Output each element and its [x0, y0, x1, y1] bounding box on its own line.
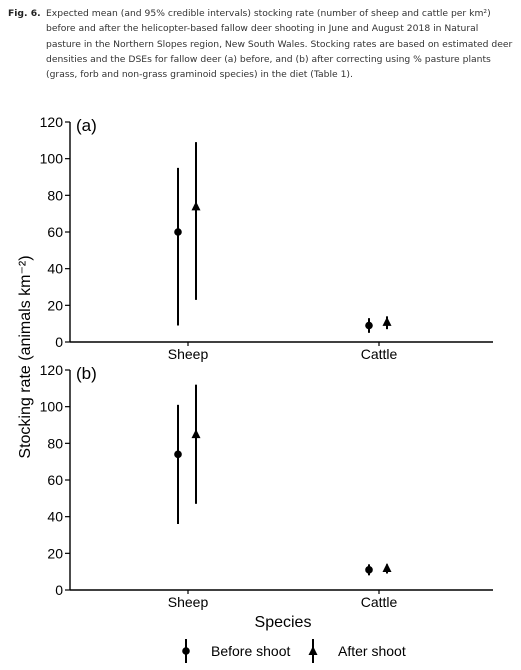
figure-caption: Fig. 6. Expected mean (and 95% credible … [8, 6, 513, 82]
legend-marker-after [308, 646, 318, 655]
panel-a: 0 20 40 60 80 100 120 Sheep Cattle (a) [40, 114, 493, 362]
legend: Before shoot After shoot [182, 639, 406, 663]
panel-b: 0 20 40 60 80 100 120 Sheep Cattle (b) [40, 362, 493, 610]
y-tick-label: 60 [47, 224, 63, 240]
y-tick-label: 0 [55, 582, 63, 598]
panels-layer: 0 20 40 60 80 100 120 Sheep Cattle (a) 0 20 40 60 80 10… [40, 114, 493, 610]
y-tick-label: 100 [40, 399, 64, 415]
legend-label: Before shoot [211, 643, 290, 659]
data-point-before [174, 228, 182, 236]
y-tick-label: 0 [55, 334, 63, 350]
legend-label: After shoot [338, 643, 406, 659]
data-point-after [382, 563, 392, 572]
x-tick-label-sheep: Sheep [168, 594, 209, 610]
y-tick-label: 100 [40, 151, 64, 167]
x-tick-label-sheep: Sheep [168, 346, 209, 362]
data-point-after [191, 429, 201, 439]
x-tick-label-cattle: Cattle [361, 594, 398, 610]
y-tick-label: 40 [47, 261, 63, 277]
data-point-before [365, 566, 373, 574]
x-tick-label-cattle: Cattle [361, 346, 398, 362]
y-tick-label: 120 [40, 362, 64, 378]
data-point-after [191, 201, 201, 211]
panel-label: (b) [76, 364, 97, 383]
y-tick-label: 120 [40, 114, 64, 130]
data-point-before [174, 450, 182, 459]
x-axis-label: Species [255, 614, 312, 631]
y-tick-label: 80 [47, 435, 63, 451]
panel-label: (a) [76, 116, 97, 135]
caption-text: Expected mean (and 95% credible interval… [46, 8, 513, 81]
data-point-before [365, 321, 373, 330]
caption-label: Fig. 6. [8, 8, 41, 19]
data-point-after [382, 316, 392, 326]
y-tick-label: 60 [47, 472, 63, 488]
legend-marker-before [182, 647, 190, 655]
y-axis-label: Stocking rate (animals km⁻²) [17, 255, 34, 458]
y-tick-label: 20 [47, 297, 63, 313]
y-tick-label: 20 [47, 545, 63, 561]
y-tick-label: 80 [47, 187, 63, 203]
y-tick-label: 40 [47, 509, 63, 525]
